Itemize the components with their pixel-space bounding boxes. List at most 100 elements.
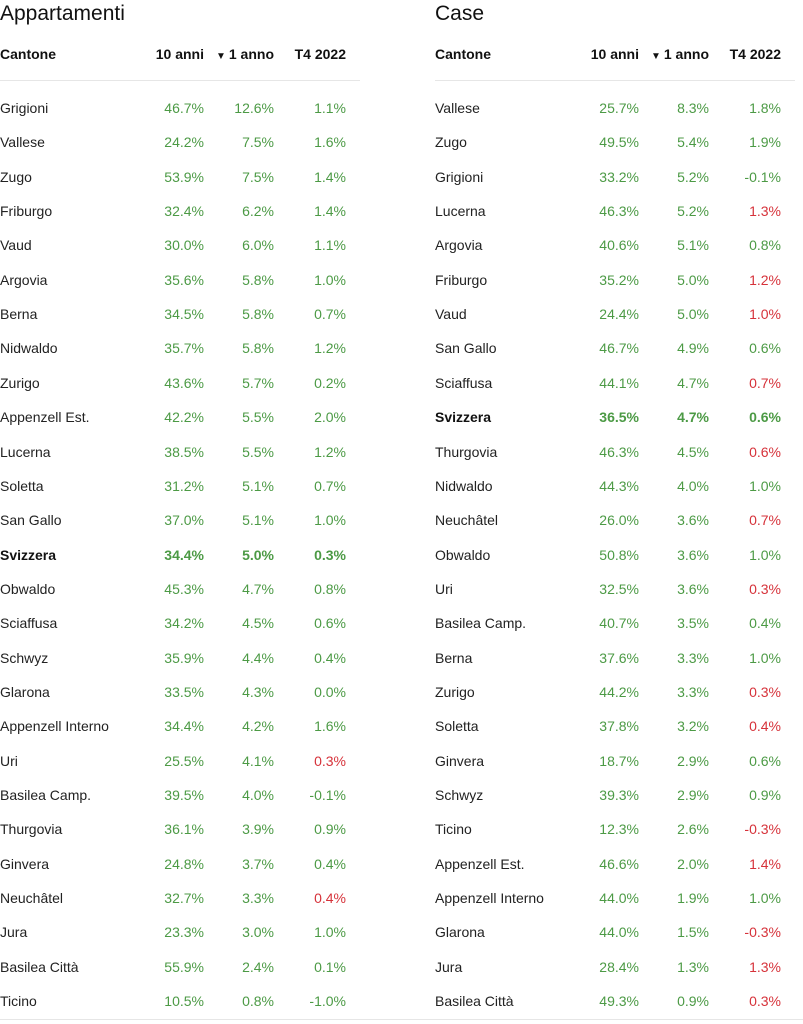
cell-t4-2022: 0.3%: [314, 546, 346, 563]
cell-10-anni: 23.3%: [164, 924, 204, 941]
cell-t4-2022: 1.0%: [749, 649, 781, 666]
cell-t4-2022: 0.3%: [314, 752, 346, 769]
table-row: Jura 28.4% 1.3% 1.3%: [435, 950, 795, 984]
sort-desc-icon: ▼: [215, 51, 226, 62]
table-row: Svizzera 36.5% 4.7% 0.6%: [435, 400, 795, 434]
cell-10-anni: 46.3%: [599, 443, 639, 460]
cell-10-anni: 44.3%: [599, 477, 639, 494]
table-row: San Gallo 37.0% 5.1% 1.0%: [0, 503, 360, 537]
cell-t4-2022: 1.3%: [749, 203, 781, 220]
table-row: Zugo 53.9% 7.5% 1.4%: [0, 160, 360, 194]
cell-1-anno: 1.5%: [677, 924, 709, 941]
cell-cantone: Argovia: [0, 271, 48, 288]
cell-cantone: Ticino: [435, 821, 472, 838]
cell-cantone: Lucerna: [435, 203, 486, 220]
table-row: Argovia 40.6% 5.1% 0.8%: [435, 228, 795, 262]
cell-cantone: Lucerna: [0, 443, 51, 460]
cell-cantone: Obwaldo: [435, 546, 491, 563]
cell-t4-2022: 0.4%: [314, 855, 346, 872]
header-t4-2022[interactable]: T4 2022: [294, 46, 346, 62]
table-header: Cantone 10 anni ▼ 1 anno T4 2022: [0, 46, 360, 66]
table-row: Lucerna 46.3% 5.2% 1.3%: [435, 194, 795, 228]
cell-t4-2022: 1.4%: [749, 855, 781, 872]
cell-1-anno: 4.7%: [677, 374, 709, 391]
cell-10-anni: 35.2%: [599, 271, 639, 288]
cell-t4-2022: 0.1%: [314, 958, 346, 975]
table-row: Glarona 33.5% 4.3% 0.0%: [0, 675, 360, 709]
table-row: Soletta 37.8% 3.2% 0.4%: [435, 709, 795, 743]
cell-10-anni: 28.4%: [599, 958, 639, 975]
cell-t4-2022: 1.3%: [749, 958, 781, 975]
cell-t4-2022: -0.1%: [309, 787, 346, 803]
cell-t4-2022: 0.4%: [749, 615, 781, 632]
cell-cantone: Zugo: [435, 134, 467, 151]
table-row: Zugo 49.5% 5.4% 1.9%: [435, 125, 795, 159]
cell-cantone: Sciaffusa: [435, 374, 493, 391]
header-10-anni[interactable]: 10 anni: [155, 46, 204, 62]
header-cantone[interactable]: Cantone: [0, 46, 56, 62]
cell-1-anno: 7.5%: [242, 134, 274, 151]
header-1-anno[interactable]: ▼ 1 anno: [216, 46, 274, 62]
cell-cantone: Uri: [435, 580, 453, 597]
cell-10-anni: 39.3%: [599, 787, 639, 803]
cell-10-anni: 45.3%: [164, 580, 204, 597]
table-row: Basilea Camp. 39.5% 4.0% -0.1%: [0, 778, 360, 812]
cell-1-anno: 5.8%: [242, 340, 274, 357]
table-row: Vaud 30.0% 6.0% 1.1%: [0, 228, 360, 262]
cell-10-anni: 12.3%: [599, 821, 639, 838]
cell-cantone: Appenzell Interno: [435, 890, 544, 907]
cell-1-anno: 5.8%: [242, 271, 274, 288]
table-row: Schwyz 39.3% 2.9% 0.9%: [435, 778, 795, 812]
cell-1-anno: 4.5%: [677, 443, 709, 460]
cell-1-anno: 3.3%: [242, 890, 274, 907]
cell-10-anni: 44.0%: [599, 890, 639, 907]
cell-cantone: Jura: [0, 924, 28, 941]
cell-10-anni: 38.5%: [164, 443, 204, 460]
cell-1-anno: 5.5%: [242, 409, 274, 426]
cell-cantone: Soletta: [435, 718, 479, 735]
cell-10-anni: 49.3%: [599, 993, 639, 1010]
cell-t4-2022: 0.7%: [749, 374, 781, 391]
cell-10-anni: 24.8%: [164, 855, 204, 872]
cell-10-anni: 32.5%: [599, 580, 639, 597]
cell-1-anno: 3.7%: [242, 855, 274, 872]
cell-1-anno: 3.6%: [677, 580, 709, 597]
cell-t4-2022: 1.1%: [314, 237, 346, 254]
cell-t4-2022: 1.0%: [314, 512, 346, 529]
header-t4-2022[interactable]: T4 2022: [729, 46, 781, 62]
header-1-anno[interactable]: ▼ 1 anno: [651, 46, 709, 62]
table-row: Glarona 44.0% 1.5% -0.3%: [435, 915, 795, 949]
cell-cantone: Friburgo: [435, 271, 488, 288]
cell-cantone: Svizzera: [0, 546, 57, 563]
cell-cantone: Appenzell Interno: [0, 718, 109, 735]
cell-1-anno: 5.2%: [677, 203, 709, 220]
cell-cantone: Basilea Camp.: [0, 787, 92, 803]
table-row: Neuchâtel 32.7% 3.3% 0.4%: [0, 881, 360, 915]
header-10-anni[interactable]: 10 anni: [590, 46, 639, 62]
cell-10-anni: 46.6%: [599, 855, 639, 872]
cell-t4-2022: 0.3%: [749, 993, 781, 1010]
table-row: San Gallo 46.7% 4.9% 0.6%: [435, 331, 795, 365]
table-row: Jura 23.3% 3.0% 1.0%: [0, 915, 360, 949]
cell-1-anno: 1.3%: [677, 958, 709, 975]
table-row: Friburgo 35.2% 5.0% 1.2%: [435, 263, 795, 297]
cell-cantone: San Gallo: [435, 340, 497, 357]
table-row: Basilea Camp. 40.7% 3.5% 0.4%: [435, 606, 795, 640]
header-cantone[interactable]: Cantone: [435, 46, 491, 62]
cell-cantone: Basilea Camp.: [435, 615, 527, 632]
table-row: Ginvera 24.8% 3.7% 0.4%: [0, 847, 360, 881]
cell-1-anno: 4.2%: [242, 718, 274, 735]
cell-1-anno: 0.8%: [242, 993, 274, 1010]
cell-10-anni: 31.2%: [164, 477, 204, 494]
cell-10-anni: 30.0%: [164, 237, 204, 254]
table-row: Thurgovia 46.3% 4.5% 0.6%: [435, 435, 795, 469]
cell-10-anni: 24.4%: [599, 306, 639, 323]
cell-1-anno: 5.1%: [242, 512, 274, 529]
cell-1-anno: 2.6%: [677, 821, 709, 838]
table-row: Thurgovia 36.1% 3.9% 0.9%: [0, 812, 360, 846]
cell-10-anni: 36.5%: [599, 409, 639, 426]
table-row: Vallese 24.2% 7.5% 1.6%: [0, 125, 360, 159]
cell-t4-2022: 0.3%: [749, 683, 781, 700]
table-row: Basilea Città 49.3% 0.9% 0.3%: [435, 984, 795, 1018]
header-divider: [0, 80, 360, 81]
